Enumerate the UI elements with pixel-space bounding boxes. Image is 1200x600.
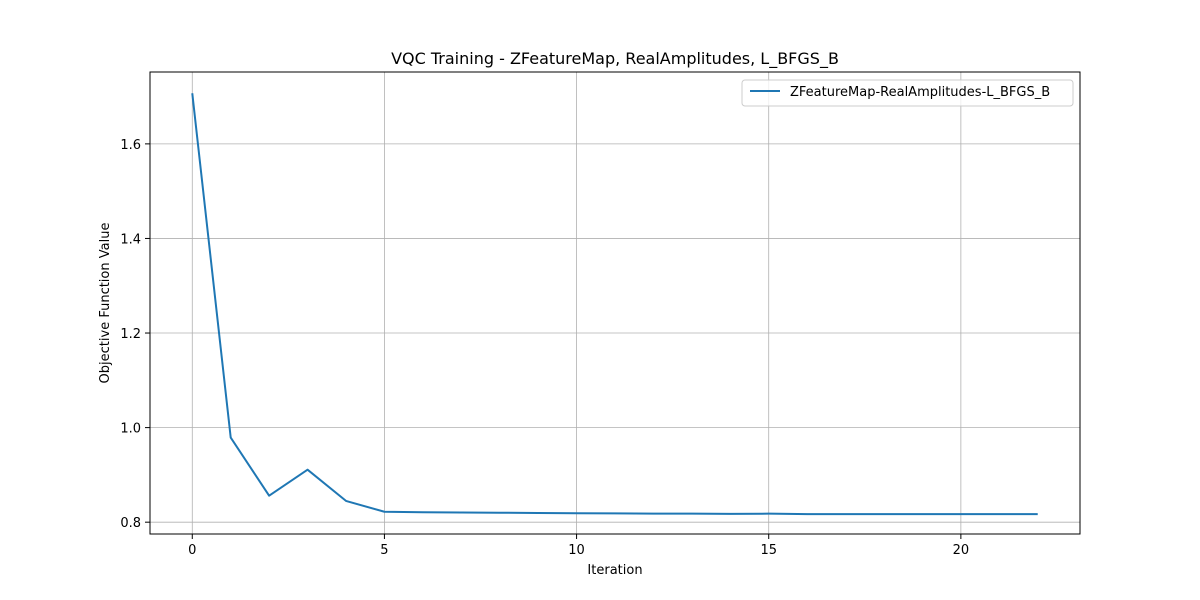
y-tick-label: 0.8 (120, 516, 141, 531)
x-axis-label: Iteration (587, 563, 642, 578)
legend-entry-label: ZFeatureMap-RealAmplitudes-L_BFGS_B (790, 85, 1050, 100)
x-tick-label: 10 (568, 543, 585, 558)
legend: ZFeatureMap-RealAmplitudes-L_BFGS_B (741, 79, 1074, 107)
y-axis-label: Objective Function Value (98, 223, 113, 384)
x-tick-label: 5 (380, 543, 388, 558)
axis-ticks: 0 5 10 15 20 0.8 1.0 1.2 1.4 1.6 (120, 138, 969, 558)
plot-area-frame (149, 71, 1081, 535)
x-tick-label: 15 (760, 543, 777, 558)
series-line-0 (191, 93, 1038, 516)
x-tick-label: 20 (953, 543, 970, 558)
y-tick-label: 1.0 (120, 422, 141, 437)
y-tick-label: 1.2 (120, 327, 141, 342)
series-layer (191, 93, 1038, 516)
grid-lines (150, 72, 1080, 534)
chart-title: VQC Training - ZFeatureMap, RealAmplitud… (391, 49, 839, 69)
legend-box (741, 79, 1074, 107)
y-tick-label: 1.6 (120, 138, 141, 153)
x-tick-label: 0 (188, 543, 196, 558)
y-tick-label: 1.4 (120, 232, 141, 247)
